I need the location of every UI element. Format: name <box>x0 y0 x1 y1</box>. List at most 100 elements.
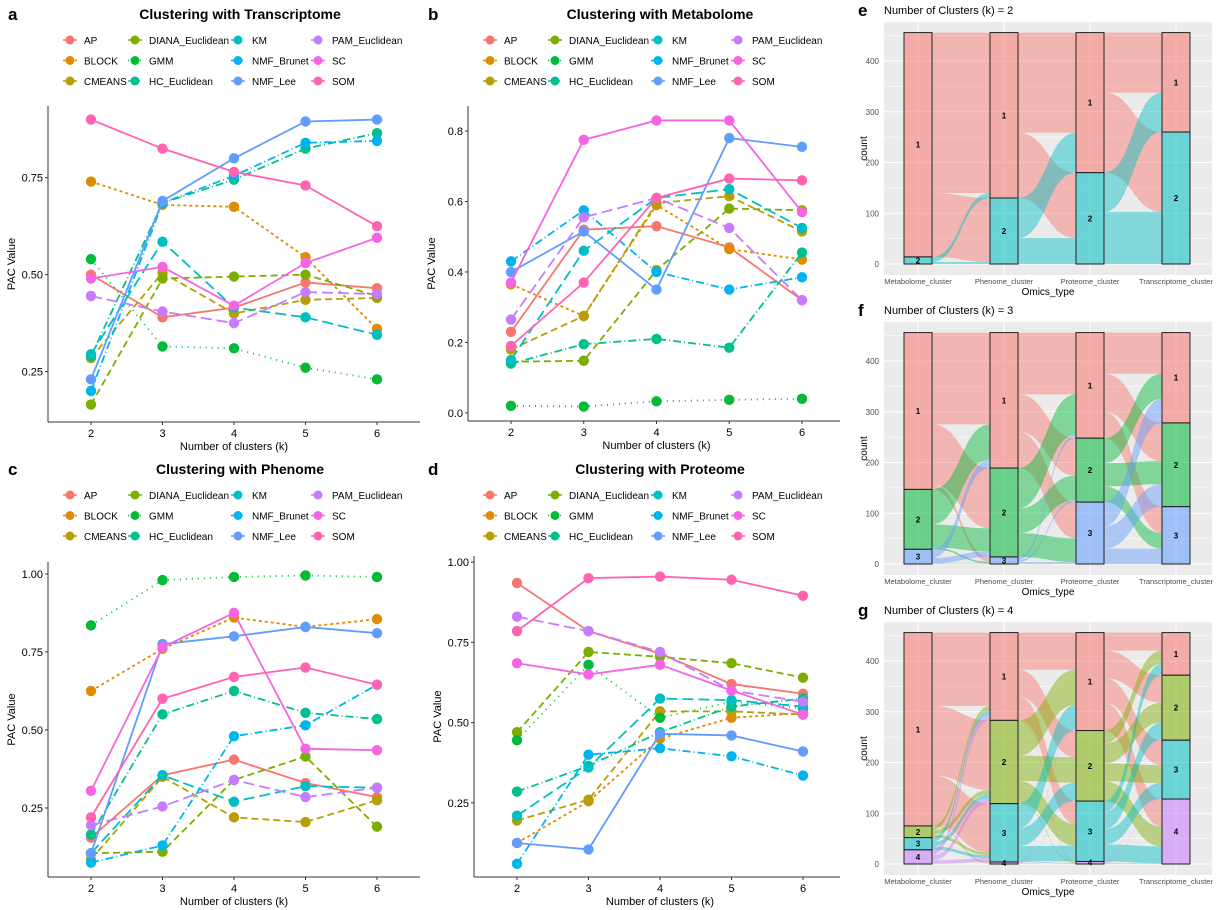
x-tick-label: 2 <box>514 883 520 895</box>
data-point-HC_Euclidean <box>371 127 383 139</box>
data-point-GMM <box>583 659 594 671</box>
alluvial-flow <box>1104 781 1162 847</box>
data-point-AP <box>511 577 523 589</box>
y-tick-label: 0.50 <box>22 270 43 282</box>
alluvial-flow <box>1104 763 1162 784</box>
panel-letter: e <box>858 1 867 20</box>
alluvial-flow <box>1018 669 1076 758</box>
data-point-DIANA_Euclidean <box>578 355 589 366</box>
data-point-KM <box>796 222 808 234</box>
data-point-NMF_Brunet <box>157 840 168 851</box>
alluvial-flow <box>1018 860 1076 864</box>
series-line-NMF_Brunet <box>90 683 378 864</box>
x-tick-label: Metabolome_cluster <box>884 577 952 586</box>
stratum-label: 3 <box>1088 827 1093 836</box>
y-tick-label: 0.25 <box>22 803 43 815</box>
y-tick-label: 200 <box>866 759 880 768</box>
chart-title: Number of Clusters (k) = 3 <box>884 305 1013 317</box>
x-tick-label: 5 <box>726 427 732 439</box>
data-point-KM <box>371 329 383 340</box>
alluvial-flow <box>1018 704 1076 829</box>
data-point-NMF_Lee <box>371 114 383 125</box>
data-point-HC_Euclidean <box>578 338 589 350</box>
data-point-CMEANS <box>228 812 240 823</box>
data-point-GMM <box>157 341 168 352</box>
stratum-box <box>903 632 933 827</box>
stratum-label: 3 <box>1088 529 1093 538</box>
legend-label: HC_Euclidean <box>569 77 633 88</box>
stratum-label: 2 <box>916 256 921 265</box>
y-tick-label: 0 <box>875 560 880 569</box>
x-tick-label: 3 <box>159 428 165 440</box>
alluvial-flow <box>1018 845 1076 862</box>
data-point-DIANA_Euclidean <box>797 672 809 683</box>
legend-key-point <box>130 56 140 65</box>
x-tick-label: 6 <box>800 883 806 895</box>
data-point-KM <box>157 236 168 247</box>
stratum-label: 2 <box>1088 214 1093 223</box>
alluvial-flow <box>932 192 990 262</box>
data-point-SC <box>300 257 311 269</box>
data-point-PAM_Euclidean <box>371 782 383 793</box>
data-point-NMF_Lee <box>300 621 311 633</box>
panel-letter: f <box>858 301 864 320</box>
data-point-DIANA_Euclidean <box>583 646 594 658</box>
legend-label: BLOCK <box>504 57 538 68</box>
alluvial-flow <box>1018 475 1076 534</box>
stratum-box <box>903 32 933 258</box>
y-tick-label: 0.8 <box>448 126 463 138</box>
alluvial-flow <box>932 789 990 835</box>
series-line-BLOCK <box>516 712 804 844</box>
stratum-label: 1 <box>916 141 921 150</box>
stratum-label: 1 <box>1002 396 1007 405</box>
data-point-SC <box>157 642 168 653</box>
alluvial-flow <box>932 261 990 264</box>
alluvial-flow <box>1104 650 1162 744</box>
alluvial-flow <box>1018 394 1076 476</box>
data-point-KM <box>300 312 311 323</box>
series-line-BLOCK <box>90 616 378 692</box>
legend-label: NMF_Lee <box>672 77 716 88</box>
series-line-HC_Euclidean <box>510 252 803 365</box>
alluvial-flow <box>1104 484 1162 549</box>
alluvial-flow <box>1104 739 1162 863</box>
series-line-GMM <box>510 397 803 408</box>
legend-label: GMM <box>569 57 593 68</box>
x-tick-label: 2 <box>88 428 94 440</box>
data-point-PAM_Euclidean <box>654 646 666 658</box>
x-axis-label: Omics_type <box>1022 587 1075 598</box>
x-axis-label: Omics_type <box>1022 887 1075 898</box>
legend-key-point <box>313 56 323 65</box>
panel-c: c Clustering with Phenome AP BLOCK CMEANS DIA… <box>6 460 420 908</box>
data-point-AP <box>651 220 662 232</box>
data-point-SC <box>371 232 383 244</box>
data-point-NMF_Lee <box>726 730 737 741</box>
data-point-HC_Euclidean <box>511 786 523 797</box>
data-point-SC <box>724 115 735 126</box>
data-point-DIANA_Euclidean <box>724 203 735 214</box>
data-point-SC <box>796 206 808 218</box>
x-tick-label: 3 <box>159 883 165 895</box>
x-tick-label: Proteome_cluster <box>1061 277 1120 286</box>
data-point-DIANA_Euclidean <box>157 273 168 284</box>
alluvial-flow <box>932 794 990 847</box>
legend-key-point <box>233 531 243 541</box>
x-axis-label: Number of clusters (k) <box>602 440 710 452</box>
data-point-NMF_Lee <box>505 266 517 278</box>
alluvial-flow <box>932 551 990 564</box>
y-tick-label: 0.6 <box>448 196 463 208</box>
data-point-SOM <box>578 277 589 288</box>
y-axis-label: PAC Value <box>426 237 438 289</box>
stratum-label: 1 <box>1002 672 1007 681</box>
x-tick-label: 2 <box>88 883 94 895</box>
data-point-NMF_Lee <box>578 226 589 237</box>
data-point-HC_Euclidean <box>724 342 735 353</box>
legend-label: NMF_Brunet <box>252 57 309 68</box>
data-point-SOM <box>505 340 517 352</box>
data-point-NMF_Brunet <box>724 284 735 295</box>
data-point-CMEANS <box>300 816 311 828</box>
legend-key-point <box>653 531 663 541</box>
data-point-GMM <box>85 253 97 265</box>
data-point-NMF_Brunet <box>300 137 311 149</box>
stratum-box <box>989 556 1019 565</box>
